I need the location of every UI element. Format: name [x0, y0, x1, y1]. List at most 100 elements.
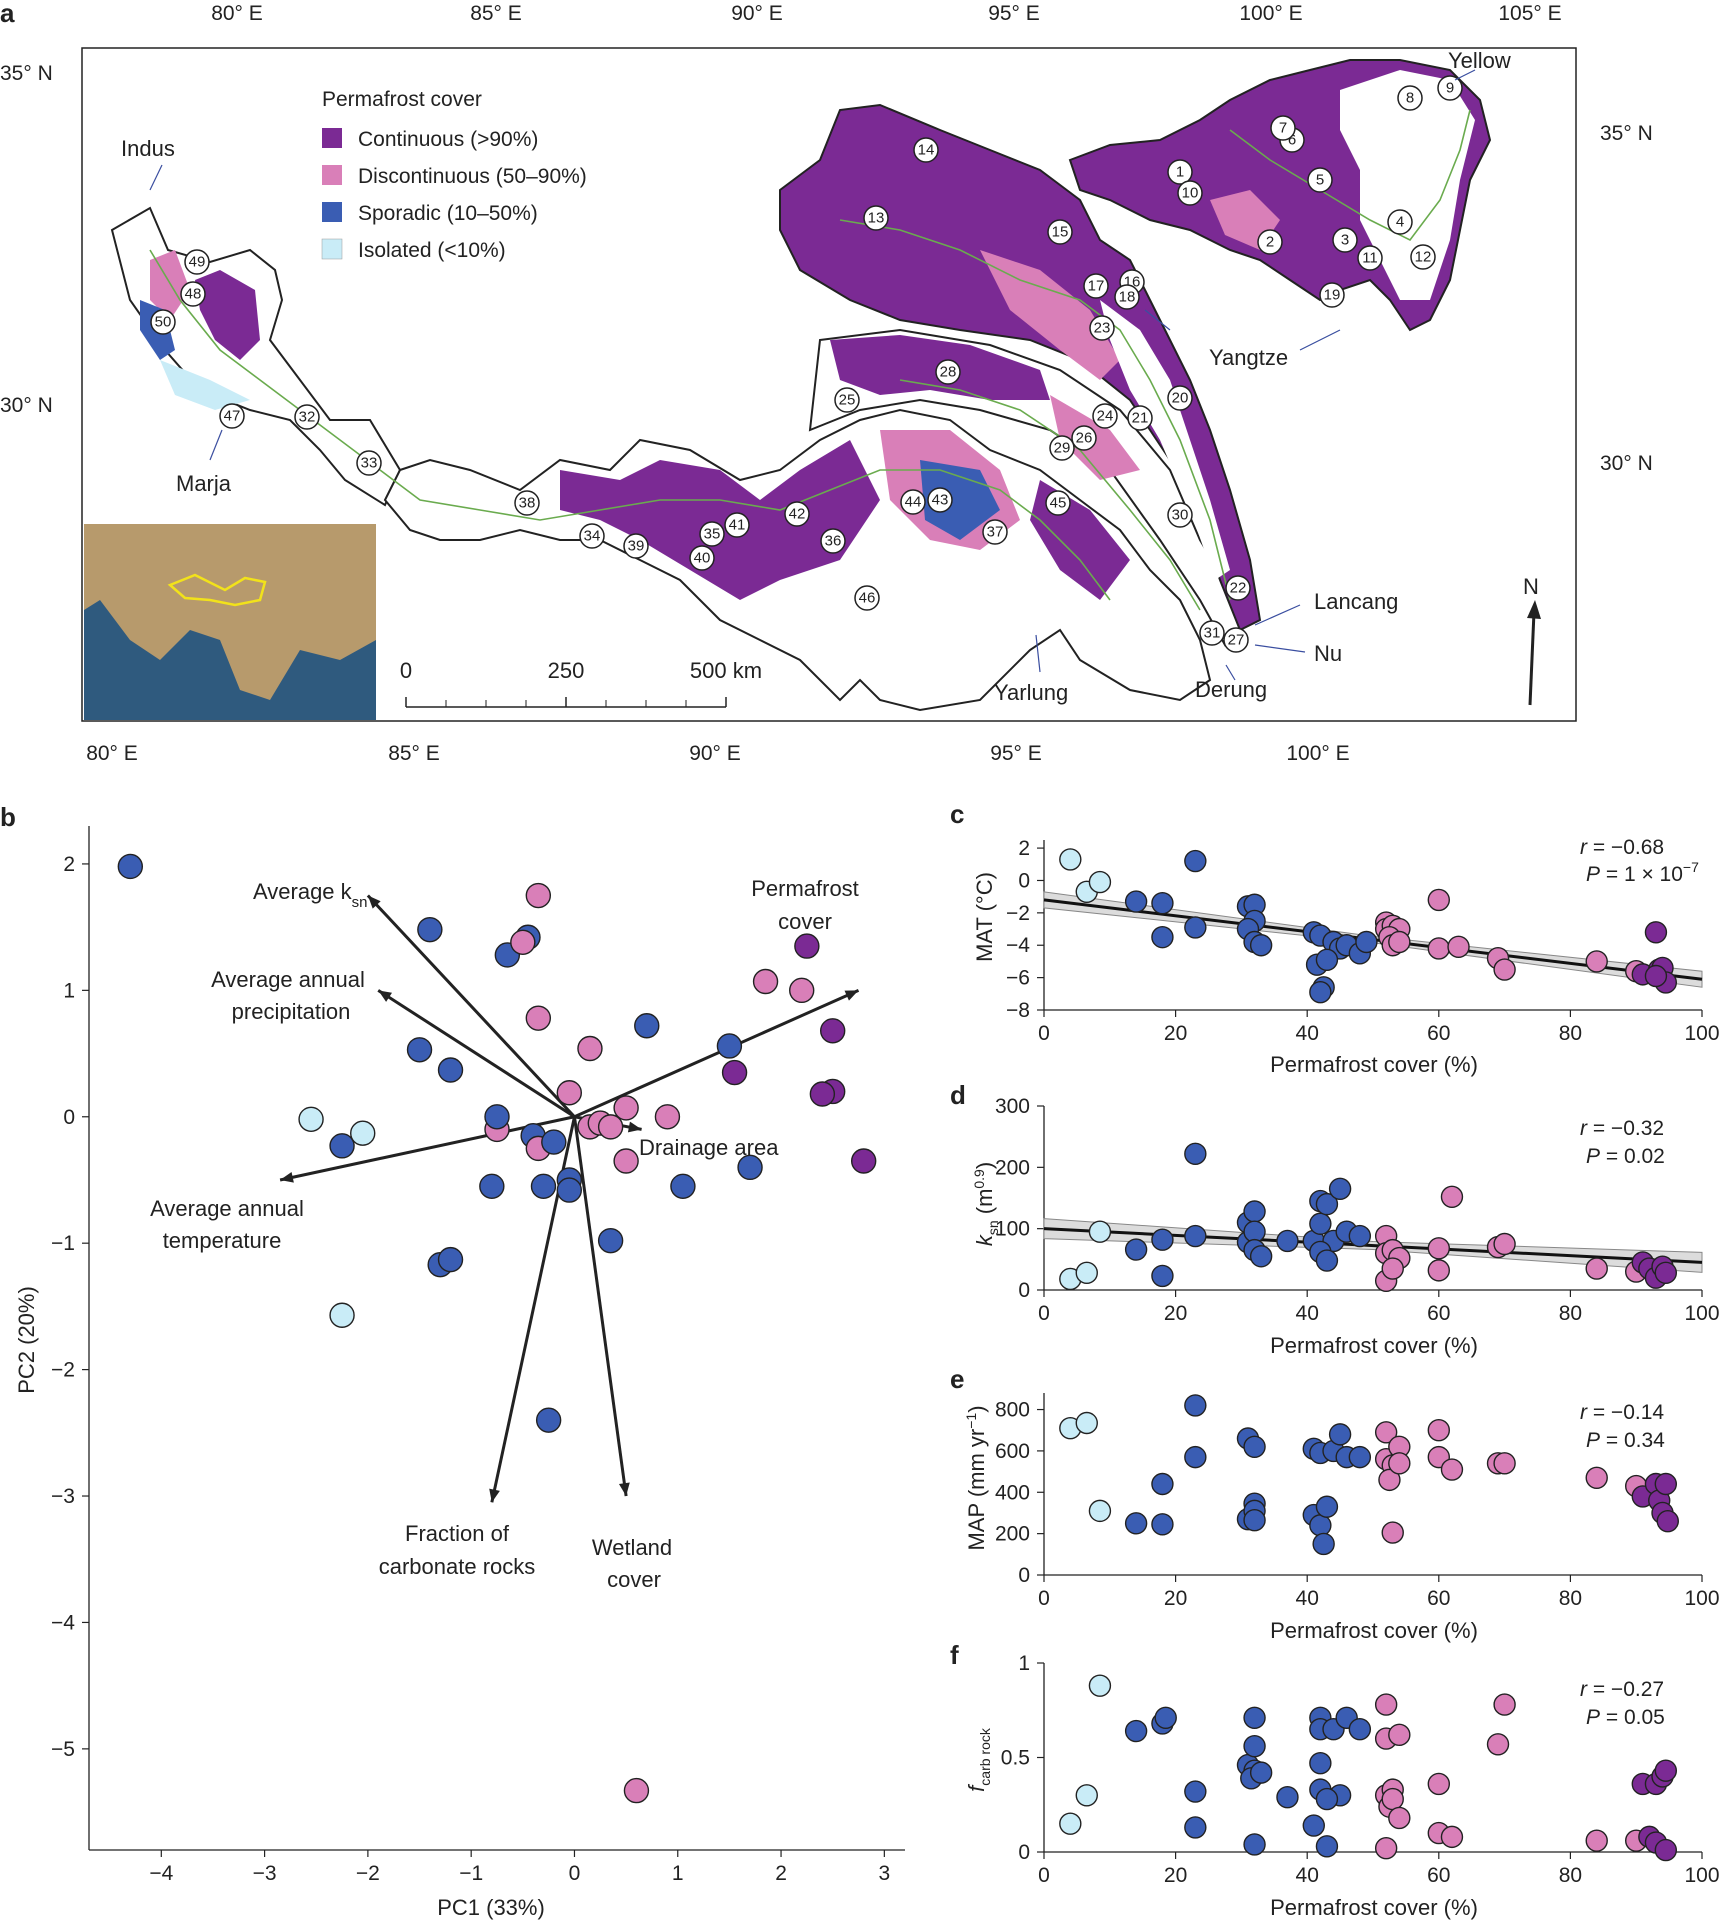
inset-map: [84, 524, 376, 720]
loading-vector: [573, 988, 860, 1119]
data-point-sporadic: [1328, 1423, 1352, 1446]
loading-vector-arrowhead: [627, 1121, 642, 1133]
loading-vector: [572, 1116, 628, 1497]
x-tick-label: 0: [1038, 1022, 1050, 1045]
x-tick-label: 100: [1684, 1302, 1719, 1325]
panel-d-ksn: d 0 20 40 60 80 100 300 200 100 0 Permafrost cove…: [950, 1080, 1720, 1358]
site-marker: 17: [1083, 273, 1109, 299]
ksn-points: [1059, 1142, 1678, 1293]
site-marker-circle: [294, 404, 320, 430]
lon-top-105: 105° E: [1498, 2, 1561, 25]
data-point-isolated: [1088, 1499, 1112, 1523]
legend-swatch-discontinuous: [322, 165, 342, 185]
data-point-discontinuous: [1585, 1829, 1608, 1852]
data-point-discontinuous: [1374, 1693, 1398, 1716]
data-point-discontinuous: [613, 1148, 639, 1174]
leader-line: [1254, 604, 1301, 626]
carb-points: [1059, 1674, 1678, 1862]
data-point-sporadic: [1249, 1761, 1273, 1784]
site-marker-circle: [1167, 385, 1193, 411]
x-tick-label: 20: [1164, 1587, 1187, 1610]
data-point-sporadic: [1302, 1814, 1325, 1837]
site-marker-circle: [913, 137, 939, 163]
site-marker: 15: [1047, 219, 1073, 245]
site-marker: 27: [1223, 627, 1249, 653]
data-point-isolated: [1075, 1261, 1098, 1285]
y-tick-label: 0: [1018, 869, 1030, 892]
site-number: 38: [519, 495, 536, 512]
site-marker-circle: [1319, 282, 1345, 308]
data-point-sporadic: [1249, 934, 1273, 957]
data-point-isolated: [329, 1302, 355, 1328]
legend-swatch-continuous: [322, 128, 342, 148]
y-tick-label: 0: [63, 1106, 75, 1129]
x-tick-label: 100: [1684, 1587, 1719, 1610]
site-number: 37: [987, 524, 1004, 541]
site-number: 8: [1406, 90, 1414, 107]
site-marker-circle: [579, 523, 605, 549]
data-point-sporadic: [597, 1227, 624, 1254]
map-precip-stat-r: r = −0.14: [1580, 1401, 1664, 1424]
vector-label-perma-2: cover: [778, 909, 832, 934]
data-point-discontinuous: [1378, 1468, 1401, 1492]
vector-label-carb-2: carbonate rocks: [379, 1554, 536, 1579]
data-point-continuous: [1654, 1472, 1678, 1496]
data-point-sporadic: [1276, 1229, 1299, 1253]
map-precip-y-main: MAP (mm yr: [964, 1429, 989, 1551]
site-marker-circle: [724, 512, 750, 538]
carb-stat-r: r = −0.27: [1580, 1678, 1664, 1701]
site-marker: 13: [863, 205, 889, 231]
y-tick-label: 200: [995, 1156, 1030, 1179]
data-point-sporadic: [1151, 1264, 1174, 1288]
x-tick-label: 80: [1559, 1864, 1582, 1887]
data-point-sporadic: [1315, 1787, 1339, 1811]
data-point-sporadic: [1184, 1142, 1207, 1166]
data-point-sporadic: [1315, 1249, 1339, 1272]
y-tick-label: 100: [995, 1218, 1030, 1241]
site-number: 33: [361, 455, 378, 472]
carb-stat-r-val: = −0.27: [1587, 1678, 1664, 1701]
river-label-marja: Marja: [176, 471, 232, 496]
x-tick-label: 60: [1427, 1302, 1450, 1325]
leader-line: [1035, 634, 1041, 673]
site-number: 6: [1288, 132, 1296, 149]
data-point-sporadic: [1348, 1445, 1372, 1469]
map-precip-stat-p-sym: P: [1586, 1429, 1600, 1452]
map-precip-y-exp: −1: [963, 1413, 979, 1429]
mat-points: [1059, 848, 1678, 1004]
site-marker: 22: [1225, 575, 1251, 601]
panel-f-carb: f 0 20 40 60 80 100 1 0.5 0 Permafrost cover (%)…: [950, 1640, 1720, 1920]
site-marker-circle: [854, 585, 880, 611]
lon-bottom-85: 85° E: [388, 742, 440, 765]
y-tick-label: −2: [1006, 902, 1030, 925]
site-marker-circle: [356, 450, 382, 476]
data-point-sporadic: [530, 1173, 557, 1199]
data-point-continuous: [809, 1081, 836, 1107]
site-marker: 10: [1177, 180, 1203, 206]
ksn-stat-p: P = 0.02: [1586, 1145, 1665, 1168]
data-point-isolated: [1059, 1812, 1082, 1835]
data-point-sporadic: [437, 1057, 464, 1083]
lon-top-100: 100° E: [1239, 2, 1302, 25]
data-point-sporadic: [1348, 1717, 1372, 1741]
river-label-yarlung: Yarlung: [994, 680, 1068, 705]
map-precip-y-axis-title: MAP (mm yr−1): [963, 1405, 989, 1550]
site-marker-circle: [1387, 209, 1413, 235]
legend-swatch-isolated: [321, 238, 343, 260]
data-point-discontinuous: [1381, 1521, 1404, 1544]
site-number: 4: [1396, 214, 1404, 231]
yangtze-permafrost-discontinuous: [980, 250, 1120, 380]
river-label-nu: Nu: [1314, 641, 1342, 666]
vector-label-ksn: Average ksn: [253, 879, 368, 911]
north-arrow: N: [1523, 574, 1541, 706]
inset-highlight-basins: [167, 573, 267, 607]
data-point-sporadic: [1249, 1245, 1273, 1268]
x-tick-label: 1: [672, 1862, 684, 1885]
site-number: 18: [1119, 289, 1136, 306]
mat-stat-p: P = 1 × 10−7: [1586, 859, 1699, 886]
data-point-continuous: [721, 1059, 748, 1086]
x-tick-label: 100: [1684, 1864, 1719, 1887]
y-tick-label: 1: [1018, 1652, 1030, 1675]
site-number: 42: [789, 506, 806, 523]
